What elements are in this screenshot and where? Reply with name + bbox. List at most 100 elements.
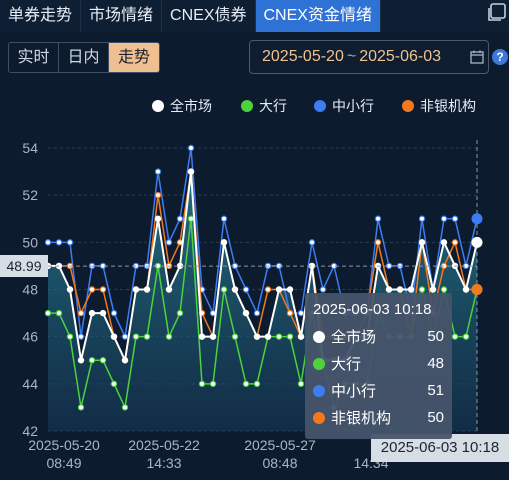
tooltip-value: 50 <box>427 328 444 345</box>
legend-label-all: 全市场 <box>170 98 212 114</box>
data-point-small <box>242 286 250 293</box>
data-point-small <box>297 309 305 317</box>
data-point-big <box>462 333 470 340</box>
data-point-big <box>121 404 129 411</box>
x-tick-label: 14:33 <box>146 455 181 471</box>
tooltip-dot-all <box>313 330 325 343</box>
legend-marker-big <box>241 100 253 112</box>
top-tabs: 单券走势 市场情绪 CNEX债券 CNEX资金情绪 <box>0 0 509 32</box>
data-point-big <box>220 286 228 293</box>
data-point-all <box>242 309 250 317</box>
date-end: 2025-06-03 <box>359 48 442 65</box>
data-point-big <box>143 333 151 340</box>
data-point-big <box>176 309 184 317</box>
data-point-big <box>132 333 140 340</box>
data-point-small <box>66 239 74 246</box>
data-point-all <box>264 333 272 340</box>
data-point-small <box>440 215 448 222</box>
data-point-all <box>132 286 140 293</box>
tooltip-dot-big <box>313 357 325 370</box>
data-point-big <box>44 309 52 317</box>
date-range-picker[interactable]: 2025-05-20 ~2025-06-03 <box>249 40 489 74</box>
data-point-all <box>121 357 129 364</box>
tab-cnex-bonds[interactable]: CNEX债券 <box>162 0 256 32</box>
data-point-big <box>242 380 250 388</box>
data-point-big <box>110 380 118 388</box>
data-point-all <box>385 286 393 293</box>
data-point-big <box>66 333 74 340</box>
legend-label-nonbank: 非银机构 <box>420 98 476 114</box>
data-point-big <box>297 380 305 388</box>
data-point-big <box>418 286 426 293</box>
data-point-small <box>308 239 316 246</box>
data-point-big <box>286 333 294 340</box>
x-tick-label: 08:49 <box>46 455 81 471</box>
chart-tooltip: 2025-06-03 10:18 全市场 50 大行 48 中小行 51 非银机… <box>305 293 452 439</box>
tooltip-value: 51 <box>427 382 444 399</box>
data-point-big <box>99 357 107 364</box>
data-point-all <box>99 309 107 317</box>
crosshair-y-label: 48.99 <box>0 255 48 277</box>
tooltip-row: 全市场 50 <box>313 323 444 350</box>
tab-cnex-funding-sentiment[interactable]: CNEX资金情绪 <box>255 0 381 32</box>
data-point-nonbank <box>77 309 85 317</box>
mode-trend-button[interactable]: 走势 <box>109 43 159 72</box>
data-point-all <box>231 286 239 293</box>
data-point-all <box>110 333 118 340</box>
data-point-all <box>143 286 151 293</box>
data-point-small <box>220 215 228 222</box>
tooltip-row: 大行 48 <box>313 350 444 377</box>
tooltip-dot-nonbank <box>313 411 325 424</box>
data-point-big <box>55 309 63 317</box>
data-point-small <box>418 215 426 222</box>
mode-intraday-button[interactable]: 日内 <box>59 43 109 72</box>
data-point-nonbank <box>471 284 483 295</box>
y-tick-label: 48 <box>22 282 38 298</box>
date-start: 2025-05-20 <box>262 48 344 65</box>
data-point-big <box>209 380 217 388</box>
tab-market-sentiment[interactable]: 市场情绪 <box>81 0 163 32</box>
popout-window-icon[interactable] <box>487 2 507 22</box>
tooltip-row: 非银机构 50 <box>313 404 444 431</box>
data-point-big <box>165 333 173 340</box>
data-point-small <box>121 333 129 340</box>
data-point-all <box>462 286 470 293</box>
tooltip-value: 48 <box>427 355 444 372</box>
data-point-nonbank <box>154 191 162 199</box>
data-point-all <box>407 286 415 293</box>
help-icon[interactable]: ? <box>492 49 508 65</box>
data-point-small <box>154 168 162 175</box>
series-line-all <box>48 171 478 364</box>
data-point-all <box>220 239 228 246</box>
data-point-big <box>440 286 448 293</box>
data-point-big <box>231 333 239 340</box>
data-point-all <box>165 286 173 293</box>
data-point-all <box>275 286 283 293</box>
data-point-all <box>253 333 261 340</box>
mode-realtime-button[interactable]: 实时 <box>9 43 59 72</box>
data-point-all <box>297 333 305 340</box>
tooltip-name: 全市场 <box>331 329 377 346</box>
tab-single-bond-trend[interactable]: 单券走势 <box>0 0 82 32</box>
mode-toggle: 实时 日内 走势 <box>8 42 160 73</box>
data-point-all <box>198 333 206 340</box>
calendar-icon <box>470 50 484 64</box>
data-point-all <box>77 357 85 364</box>
data-point-nonbank <box>451 239 459 246</box>
data-point-small <box>176 215 184 222</box>
data-point-all <box>286 286 294 293</box>
data-point-all <box>187 168 195 175</box>
y-tick-label: 42 <box>22 423 38 439</box>
x-tick-label: 2025-05-20 <box>28 437 100 453</box>
data-point-small <box>110 309 118 317</box>
data-point-small <box>55 239 63 246</box>
data-point-all <box>396 286 404 293</box>
x-tick-label: 2025-05-22 <box>128 437 200 453</box>
date-separator: ~ <box>346 48 357 65</box>
x-tick-label: 2025-05-27 <box>244 437 316 453</box>
legend-marker-nonbank <box>402 100 414 112</box>
legend-marker-small <box>314 100 326 112</box>
data-point-nonbank <box>286 309 294 317</box>
legend-label-big: 大行 <box>259 98 287 114</box>
data-point-small <box>319 286 327 293</box>
